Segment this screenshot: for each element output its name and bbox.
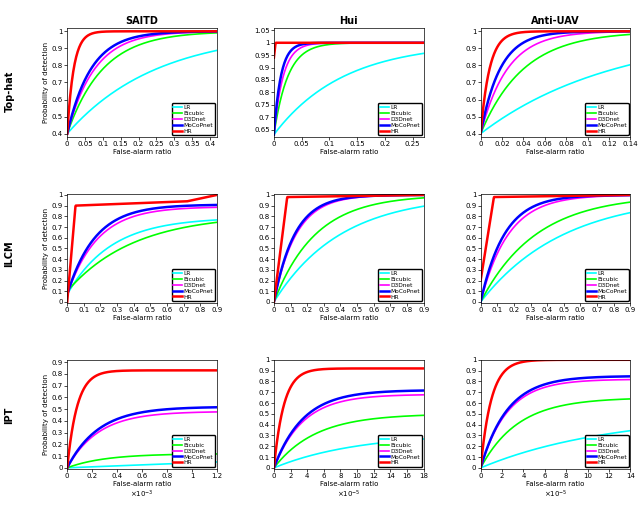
X-axis label: False-alarm ratio: False-alarm ratio [113,314,172,320]
Legend: LR, Bicubic, D3Dnet, MoCoPnet, HR: LR, Bicubic, D3Dnet, MoCoPnet, HR [585,103,628,135]
Legend: LR, Bicubic, D3Dnet, MoCoPnet, HR: LR, Bicubic, D3Dnet, MoCoPnet, HR [378,269,422,301]
X-axis label: False-alarm ratio: False-alarm ratio [319,149,378,155]
X-axis label: False-alarm ratio
×10$^{-3}$: False-alarm ratio ×10$^{-3}$ [113,481,172,499]
Legend: LR, Bicubic, D3Dnet, MoCoPnet, HR: LR, Bicubic, D3Dnet, MoCoPnet, HR [172,103,215,135]
X-axis label: False-alarm ratio
×10$^{-5}$: False-alarm ratio ×10$^{-5}$ [526,481,585,499]
X-axis label: False-alarm ratio: False-alarm ratio [526,149,585,155]
X-axis label: False-alarm ratio: False-alarm ratio [319,314,378,320]
Y-axis label: Probability of detection: Probability of detection [43,374,49,455]
X-axis label: False-alarm ratio: False-alarm ratio [526,314,585,320]
Text: Top-hat: Top-hat [4,70,15,112]
Title: SAITD: SAITD [125,16,159,26]
Legend: LR, Bicubic, D3Dnet, MoCoPnet, HR: LR, Bicubic, D3Dnet, MoCoPnet, HR [172,269,215,301]
Title: Anti-UAV: Anti-UAV [531,16,580,26]
Legend: LR, Bicubic, D3Dnet, MoCoPnet, HR: LR, Bicubic, D3Dnet, MoCoPnet, HR [585,269,628,301]
Legend: LR, Bicubic, D3Dnet, MoCoPnet, HR: LR, Bicubic, D3Dnet, MoCoPnet, HR [378,103,422,135]
Legend: LR, Bicubic, D3Dnet, MoCoPnet, HR: LR, Bicubic, D3Dnet, MoCoPnet, HR [585,435,628,467]
Y-axis label: Probability of detection: Probability of detection [43,208,49,289]
Text: IPT: IPT [4,407,15,424]
Text: ILCM: ILCM [4,240,15,267]
Y-axis label: Probability of detection: Probability of detection [43,42,49,123]
X-axis label: False-alarm ratio
×10$^{-5}$: False-alarm ratio ×10$^{-5}$ [319,481,378,499]
X-axis label: False-alarm ratio: False-alarm ratio [113,149,172,155]
Legend: LR, Bicubic, D3Dnet, MoCoPnet, HR: LR, Bicubic, D3Dnet, MoCoPnet, HR [378,435,422,467]
Title: Hui: Hui [339,16,358,26]
Legend: LR, Bicubic, D3Dnet, MoCoPnet, HR: LR, Bicubic, D3Dnet, MoCoPnet, HR [172,435,215,467]
